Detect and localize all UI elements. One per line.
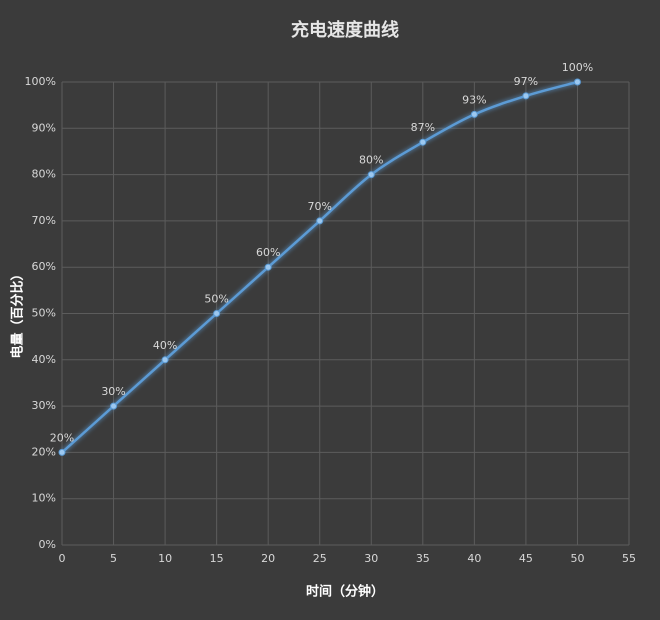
- y-tick-label: 30%: [32, 399, 56, 412]
- line: [61, 80, 578, 454]
- data-label: 60%: [256, 246, 280, 259]
- data-label: 80%: [359, 154, 383, 167]
- x-tick-label: 45: [519, 552, 533, 565]
- y-tick-label: 50%: [32, 307, 56, 320]
- data-label: 100%: [562, 61, 593, 74]
- data-label: 50%: [204, 293, 228, 306]
- point: [264, 263, 272, 271]
- x-tick-label: 10: [158, 552, 172, 565]
- y-tick-label: 90%: [32, 121, 56, 134]
- y-tick-label: 20%: [32, 445, 56, 458]
- y-tick-label: 70%: [32, 214, 56, 227]
- x-tick-label: 15: [210, 552, 224, 565]
- point: [419, 138, 427, 146]
- point: [522, 92, 530, 100]
- point: [367, 171, 375, 179]
- y-tick-label: 60%: [32, 260, 56, 273]
- point: [470, 110, 478, 118]
- x-tick-label: 0: [59, 552, 66, 565]
- y-axis-label: 电量（百分比）: [10, 267, 26, 358]
- x-tick-label: 20: [261, 552, 275, 565]
- y-tick-label: 40%: [32, 353, 56, 366]
- y-tick-label: 10%: [32, 492, 56, 505]
- x-tick-label: 35: [416, 552, 430, 565]
- x-tick-label: 55: [622, 552, 636, 565]
- data-label: 30%: [101, 385, 125, 398]
- y-tick-label: 80%: [32, 168, 56, 181]
- data-label: 93%: [462, 93, 486, 106]
- point: [110, 402, 118, 410]
- data-label: 87%: [411, 121, 435, 134]
- x-tick-label: 40: [467, 552, 481, 565]
- point: [573, 78, 581, 86]
- y-tick-label: 100%: [25, 75, 56, 88]
- data-label: 40%: [153, 339, 177, 352]
- point: [213, 310, 221, 317]
- data-label: 70%: [308, 200, 332, 213]
- x-tick-label: 30: [364, 552, 378, 565]
- point: [161, 356, 169, 364]
- point: [316, 217, 324, 225]
- data-label: 20%: [50, 431, 74, 444]
- data-label: 97%: [514, 75, 538, 88]
- x-tick-label: 50: [570, 552, 584, 565]
- x-tick-label: 25: [313, 552, 327, 565]
- point: [58, 448, 66, 456]
- chart-title: 充电速度曲线: [291, 19, 399, 41]
- x-axis-label: 时间（分钟）: [306, 584, 384, 600]
- y-tick-label: 0%: [39, 538, 56, 551]
- x-tick-label: 5: [110, 552, 117, 565]
